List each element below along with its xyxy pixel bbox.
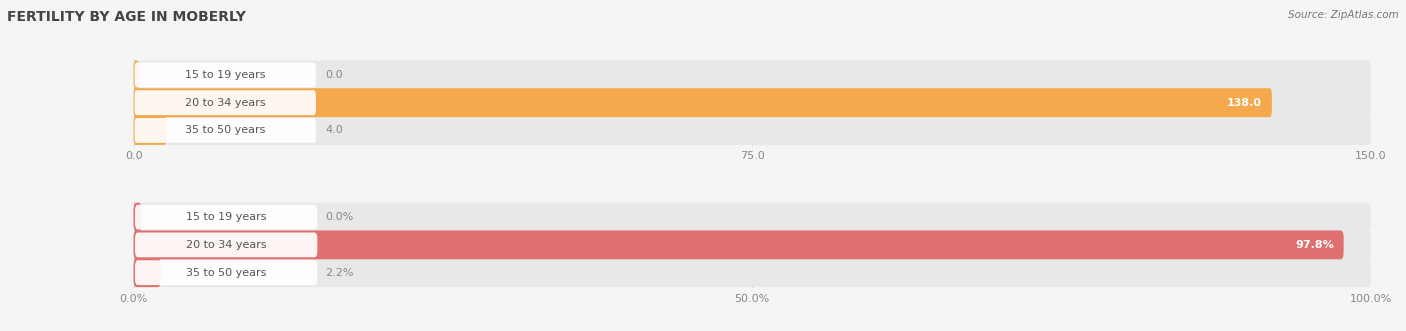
Text: Source: ZipAtlas.com: Source: ZipAtlas.com (1288, 10, 1399, 20)
Text: 138.0: 138.0 (1227, 98, 1263, 108)
FancyBboxPatch shape (134, 88, 1272, 117)
FancyBboxPatch shape (134, 230, 1344, 259)
FancyBboxPatch shape (135, 118, 316, 143)
FancyBboxPatch shape (135, 63, 316, 87)
FancyBboxPatch shape (135, 205, 318, 229)
Text: 0.0%: 0.0% (325, 212, 353, 222)
FancyBboxPatch shape (134, 88, 1371, 117)
FancyBboxPatch shape (134, 203, 1371, 231)
Text: 20 to 34 years: 20 to 34 years (186, 240, 267, 250)
Text: 15 to 19 years: 15 to 19 years (186, 70, 266, 80)
Text: 20 to 34 years: 20 to 34 years (186, 98, 266, 108)
Text: FERTILITY BY AGE IN MOBERLY: FERTILITY BY AGE IN MOBERLY (7, 10, 246, 24)
Text: 2.2%: 2.2% (325, 268, 354, 278)
FancyBboxPatch shape (135, 90, 316, 115)
Text: 4.0: 4.0 (325, 125, 343, 135)
Text: 97.8%: 97.8% (1295, 240, 1334, 250)
FancyBboxPatch shape (134, 258, 1371, 287)
FancyBboxPatch shape (134, 116, 1371, 145)
Text: 35 to 50 years: 35 to 50 years (186, 125, 266, 135)
FancyBboxPatch shape (135, 232, 318, 257)
FancyBboxPatch shape (134, 230, 1371, 259)
Text: 35 to 50 years: 35 to 50 years (186, 268, 266, 278)
Text: 15 to 19 years: 15 to 19 years (186, 212, 266, 222)
FancyBboxPatch shape (134, 61, 139, 89)
FancyBboxPatch shape (134, 116, 166, 145)
FancyBboxPatch shape (135, 260, 318, 285)
Text: 0.0: 0.0 (325, 70, 343, 80)
FancyBboxPatch shape (134, 258, 160, 287)
FancyBboxPatch shape (134, 203, 142, 231)
FancyBboxPatch shape (134, 61, 1371, 89)
